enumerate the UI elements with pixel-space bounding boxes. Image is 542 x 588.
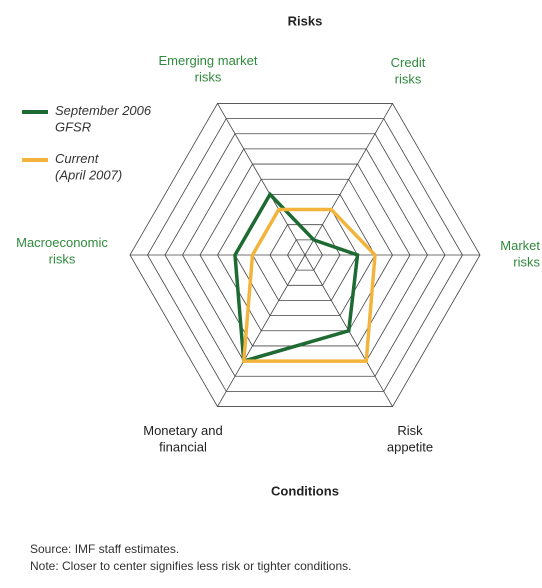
axis-label: Monetary and financial [143,423,223,454]
legend-label: September 2006 GFSR [55,103,152,134]
axis-spoke [217,103,306,256]
axis-label: Risk appetite [387,423,433,454]
note: Note: Closer to center signifies less ri… [30,559,351,573]
axis-label: Credit risks [391,55,426,86]
axis-label: Emerging market risks [159,53,258,84]
axis-spoke [217,254,306,407]
series-line [233,191,360,364]
axis-spoke [304,103,393,256]
axis-label: Market risks [500,238,540,269]
legend-label: Current (April 2007) [55,151,122,182]
chart-subtitle: Conditions [271,483,339,498]
chart-title: Risks [288,13,323,28]
axis-label: Macroeconomic risks [16,235,108,266]
series-line [241,207,377,363]
source: Source: IMF staff estimates. [30,542,179,556]
